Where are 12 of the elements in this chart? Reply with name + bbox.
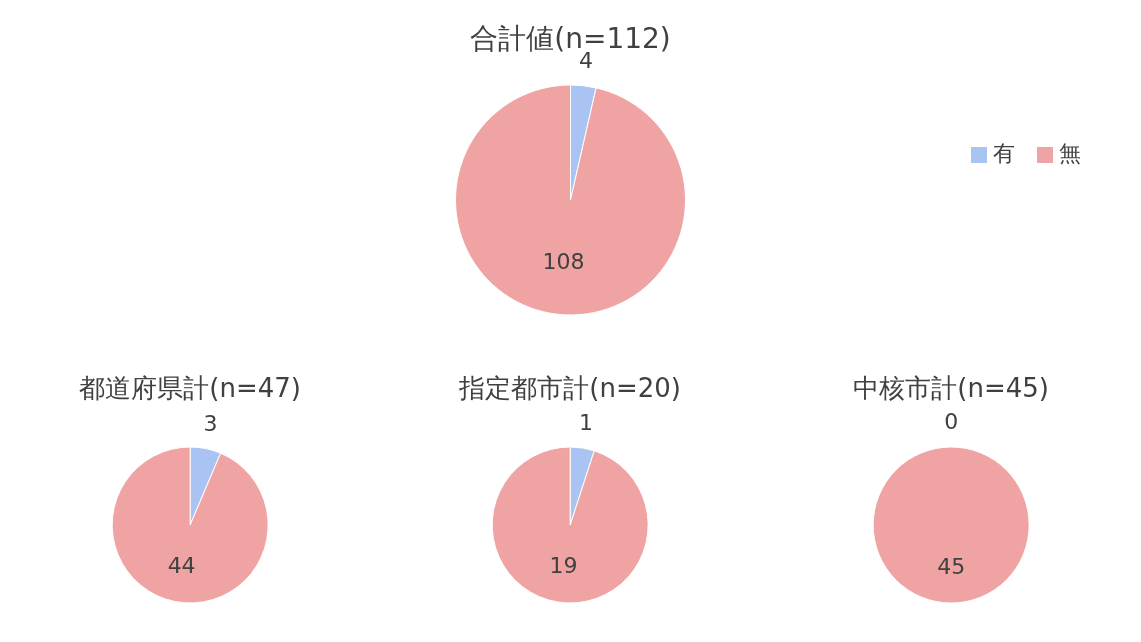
data-label: 1 bbox=[579, 410, 594, 436]
data-label: 108 bbox=[542, 248, 585, 274]
chart-title: 指定都市計(n=20) bbox=[458, 373, 682, 404]
text: 0 bbox=[943, 409, 958, 434]
data-label: 19 bbox=[549, 553, 578, 579]
chart-title: 中核市計(n=45) bbox=[853, 373, 1049, 404]
data-label: 3 bbox=[203, 411, 218, 437]
chart-title: 都道府県計(n=47) bbox=[79, 373, 301, 404]
legend-label: 有 bbox=[993, 141, 1015, 166]
legend-label: 無 bbox=[1059, 141, 1081, 166]
data-label: 45 bbox=[936, 553, 965, 579]
data-label: 44 bbox=[167, 553, 196, 579]
